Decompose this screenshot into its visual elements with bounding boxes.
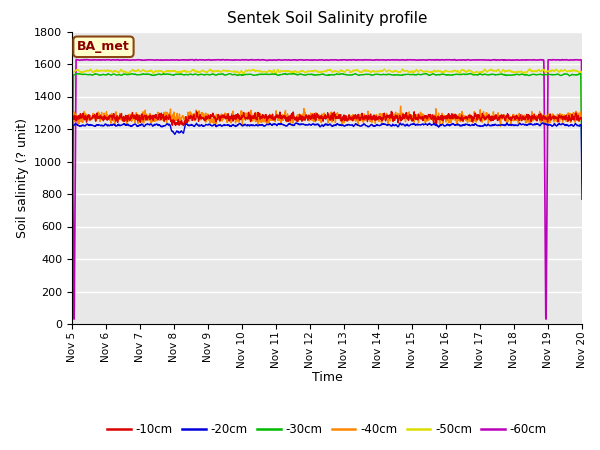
-40cm [303,115,310,120]
-30cm [563,72,571,77]
-20cm [68,222,76,227]
-10cm [563,117,571,122]
-40cm [316,118,323,123]
-60cm [70,316,77,322]
-10cm [578,170,586,175]
Text: BA_met: BA_met [77,40,130,53]
-10cm [316,116,323,122]
-50cm [564,69,571,75]
-20cm [564,122,571,128]
-50cm [303,69,310,75]
-40cm [397,104,404,109]
Line: -30cm: -30cm [72,73,582,199]
-20cm [303,122,310,127]
-50cm [206,66,214,72]
-60cm [193,57,200,62]
-10cm [564,117,571,122]
-10cm [94,115,101,120]
-10cm [470,117,478,122]
Line: -40cm: -40cm [72,106,582,189]
-10cm [68,220,76,226]
-30cm [470,72,478,78]
-50cm [470,71,478,76]
Line: -10cm: -10cm [72,112,582,223]
-50cm [563,69,571,75]
Line: -20cm: -20cm [72,123,582,225]
-30cm [68,197,76,202]
-20cm [470,122,477,127]
-40cm [470,117,478,122]
-30cm [467,71,475,76]
Line: -60cm: -60cm [72,59,582,319]
-10cm [303,113,310,119]
-50cm [317,69,324,75]
-60cm [578,163,586,168]
Legend: -10cm, -20cm, -30cm, -40cm, -50cm, -60cm: -10cm, -20cm, -30cm, -40cm, -50cm, -60cm [103,418,551,441]
Line: -50cm: -50cm [72,69,582,198]
-30cm [578,175,586,180]
X-axis label: Time: Time [311,371,343,384]
-60cm [564,57,571,63]
-20cm [563,122,571,128]
-40cm [563,119,571,124]
-20cm [539,120,547,126]
-60cm [95,57,102,63]
-30cm [564,72,571,77]
-40cm [564,118,571,123]
-20cm [316,124,323,129]
-50cm [578,164,586,169]
-60cm [470,57,478,63]
-60cm [68,57,76,63]
Y-axis label: Soil salinity (? unit): Soil salinity (? unit) [16,118,29,238]
-40cm [578,181,586,187]
-20cm [94,122,101,127]
-30cm [303,72,310,77]
-60cm [317,57,324,63]
-20cm [578,197,586,202]
-10cm [388,109,395,114]
-40cm [94,111,101,116]
-60cm [564,57,571,63]
-30cm [316,72,323,77]
-60cm [304,57,311,63]
-50cm [68,195,76,201]
-50cm [94,68,101,73]
-40cm [68,187,76,192]
-30cm [94,72,101,77]
Title: Sentek Soil Salinity profile: Sentek Soil Salinity profile [227,11,427,26]
